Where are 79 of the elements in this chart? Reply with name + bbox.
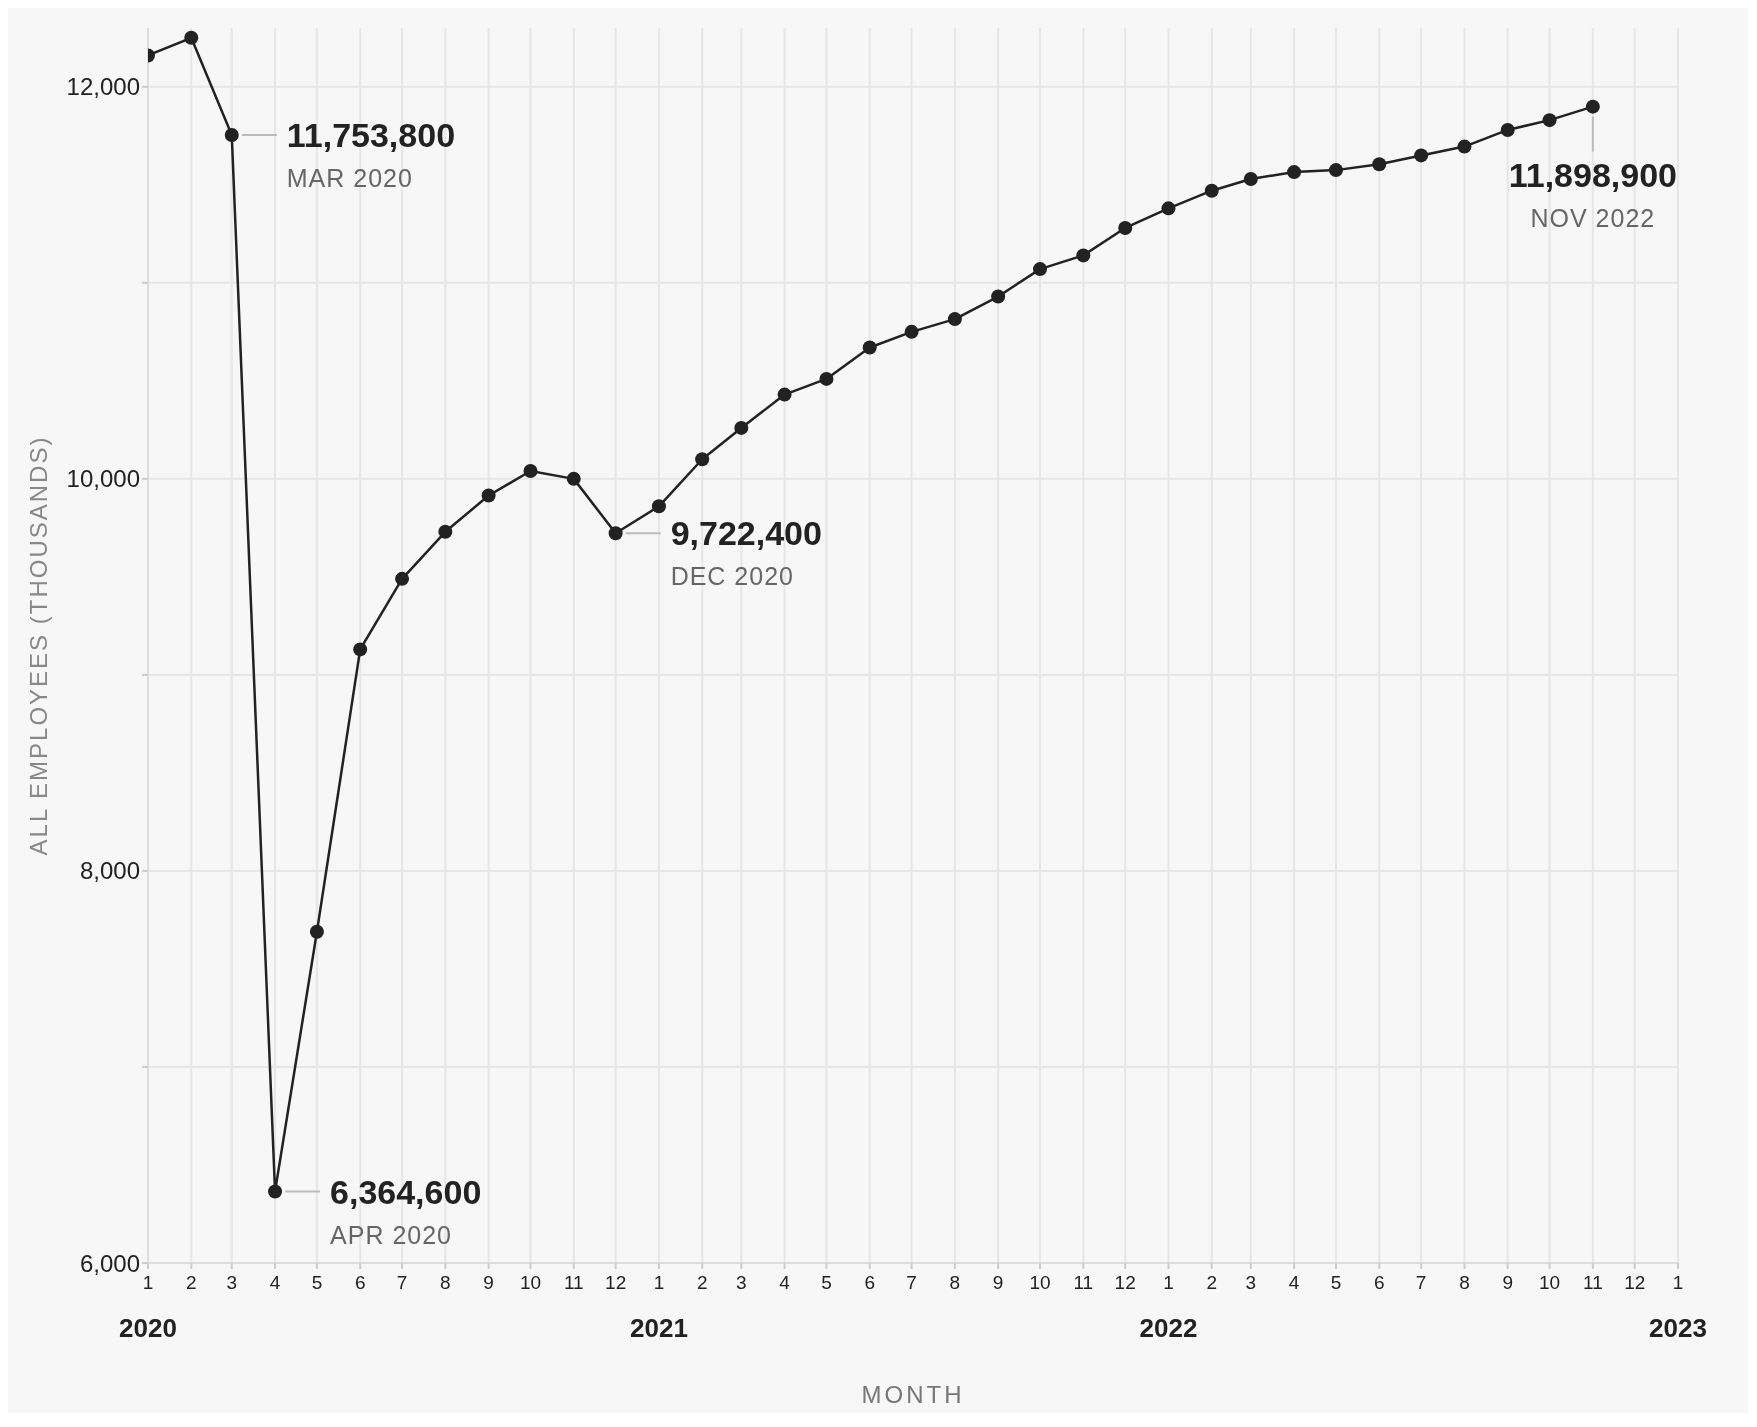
point xyxy=(523,464,538,479)
point xyxy=(904,324,919,339)
x-tick-label: 11 xyxy=(1582,1272,1603,1293)
x-tick-label: 12 xyxy=(605,1272,627,1293)
point xyxy=(819,371,834,386)
point xyxy=(1500,122,1515,137)
x-tick-label: 6 xyxy=(864,1272,876,1293)
x-tick-label: 2 xyxy=(1206,1272,1218,1293)
x-tick-label: 5 xyxy=(311,1272,323,1293)
point xyxy=(224,128,239,143)
x-tick-label: 10 xyxy=(1539,1272,1561,1293)
point xyxy=(309,924,324,939)
point xyxy=(438,524,453,539)
point xyxy=(734,420,749,435)
point xyxy=(862,340,877,355)
point xyxy=(651,499,666,514)
x-tick-label: 11 xyxy=(1073,1272,1094,1293)
point xyxy=(1585,99,1600,114)
y-tick-label: 8,000 xyxy=(79,857,140,885)
x-tick-label: 6 xyxy=(1373,1272,1385,1293)
annotation: 9,722,400 DEC 2020 xyxy=(670,514,822,591)
x-tick-label: 11 xyxy=(563,1272,584,1293)
point xyxy=(184,30,199,45)
point xyxy=(1243,171,1258,186)
point xyxy=(1287,165,1302,180)
point xyxy=(1033,262,1048,277)
point xyxy=(1372,157,1387,172)
x-tick-label: 4 xyxy=(269,1272,281,1293)
x-tick-label: 7 xyxy=(1415,1272,1427,1293)
point xyxy=(395,571,410,586)
x-tick-label: 2 xyxy=(185,1272,197,1293)
annotation: 11,753,800 MAR 2020 xyxy=(286,116,456,193)
x-tick-label: 10 xyxy=(1029,1272,1051,1293)
point xyxy=(353,642,368,657)
point xyxy=(1328,163,1343,178)
x-tick-label: 1 2021 xyxy=(630,1272,688,1343)
x-tick-label: 4 xyxy=(1288,1272,1300,1293)
x-tick-label: 8 xyxy=(949,1272,961,1293)
annotation: 11,898,900 NOV 2022 xyxy=(1508,155,1677,232)
x-tick-label: 7 xyxy=(396,1272,408,1293)
y-tick-label: 10,000 xyxy=(66,465,140,493)
point xyxy=(608,526,623,541)
point xyxy=(1542,113,1557,128)
x-tick-label: 8 xyxy=(440,1272,451,1293)
point xyxy=(991,289,1006,304)
annotation: 6,364,600 APR 2020 xyxy=(330,1172,482,1249)
x-axis-title: MONTH xyxy=(861,1381,965,1408)
x-tick-label: 9 xyxy=(992,1272,1004,1293)
x-tick-label: 12 xyxy=(1114,1272,1136,1293)
point xyxy=(1457,139,1472,154)
point xyxy=(566,471,581,486)
x-tick-label: 3 xyxy=(226,1272,238,1293)
x-tick-label: 5 xyxy=(821,1272,832,1293)
point xyxy=(777,387,792,402)
point xyxy=(1204,183,1219,198)
x-tick-label: 7 xyxy=(906,1272,917,1293)
x-tick-label: 1 2023 xyxy=(1649,1272,1707,1343)
x-tick-label: 5 xyxy=(1330,1272,1342,1293)
point xyxy=(1414,148,1429,163)
x-tick-label: 6 xyxy=(354,1272,366,1293)
x-tick-label: 1 2022 xyxy=(1139,1272,1198,1343)
point xyxy=(695,452,710,467)
point xyxy=(1076,248,1091,263)
y-tick-label: 12,000 xyxy=(66,73,140,101)
x-tick-label: 10 xyxy=(519,1272,542,1293)
x-tick-label: 12 xyxy=(1624,1272,1646,1293)
x-tick-label: 3 xyxy=(1245,1272,1257,1293)
x-tick-label: 2 xyxy=(696,1272,708,1293)
point xyxy=(1118,220,1133,235)
x-tick-label: 3 xyxy=(736,1272,747,1293)
x-tick-label: 9 xyxy=(483,1272,494,1293)
point xyxy=(481,488,496,503)
x-tick-label: 4 xyxy=(779,1272,791,1293)
point xyxy=(1161,201,1176,216)
x-tick-label: 9 xyxy=(1502,1272,1513,1293)
point xyxy=(947,312,962,327)
point xyxy=(268,1184,283,1199)
y-axis-title: ALL EMPLOYEES (THOUSANDS) xyxy=(24,435,52,856)
x-tick-label: 8 xyxy=(1459,1272,1470,1293)
